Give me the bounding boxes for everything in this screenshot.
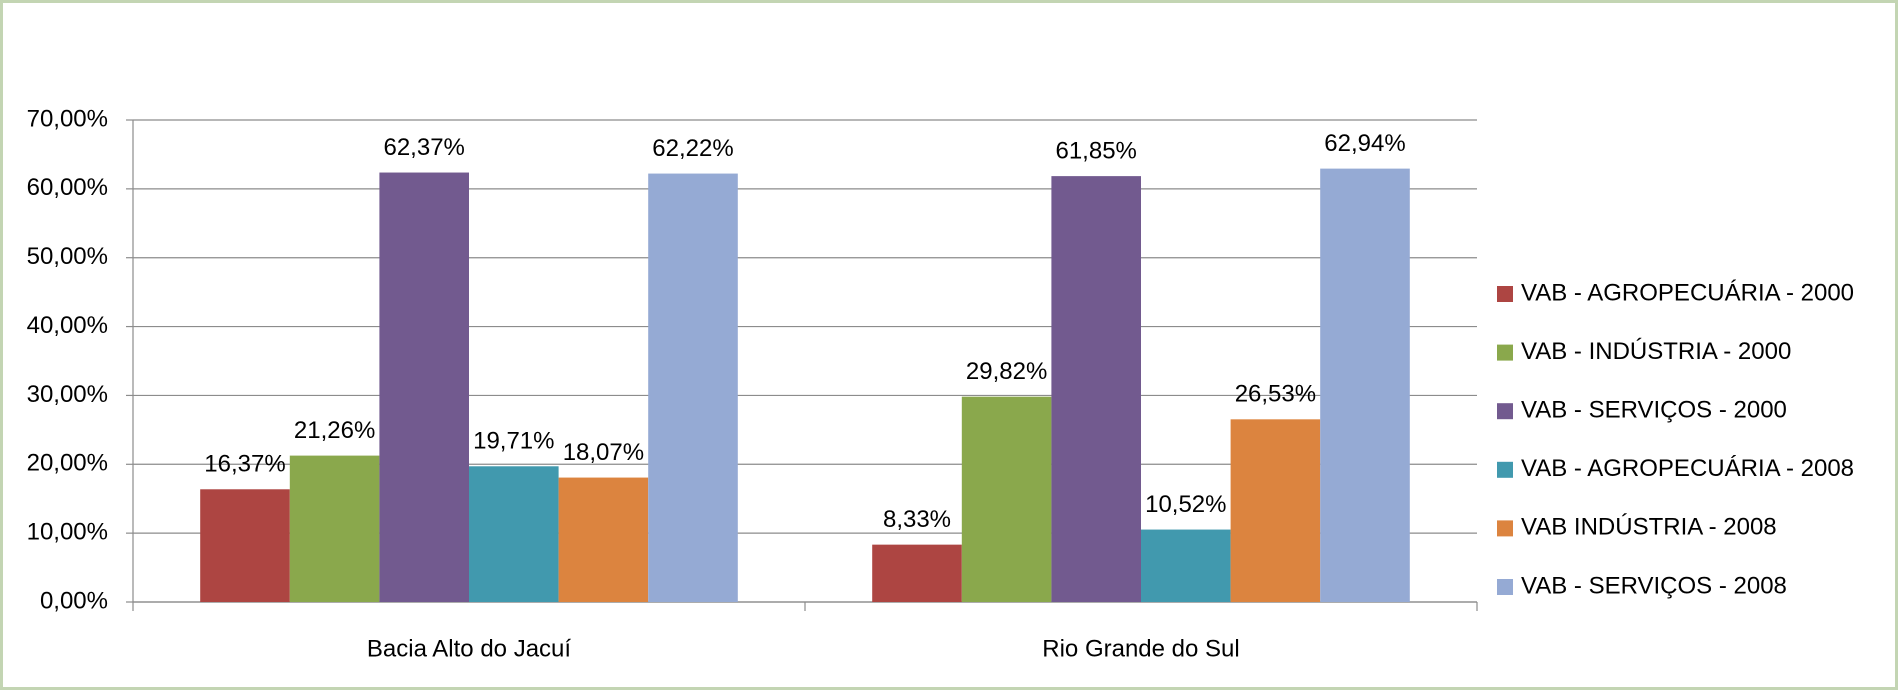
legend-label: VAB - INDÚSTRIA - 2000 [1521, 338, 1791, 365]
legend-label: VAB - SERVIÇOS - 2000 [1521, 397, 1787, 424]
data-label: 16,37% [204, 451, 285, 478]
legend-swatch [1497, 461, 1513, 478]
y-tick-label: 40,00% [27, 312, 108, 339]
y-tick-label: 20,00% [27, 450, 108, 477]
data-label: 18,07% [563, 439, 644, 466]
y-tick-label: 60,00% [27, 174, 108, 201]
data-label: 8,33% [883, 506, 951, 533]
legend-swatch [1497, 286, 1513, 302]
y-tick-label: 0,00% [40, 587, 108, 614]
legend-label: VAB INDÚSTRIA - 2008 [1521, 514, 1777, 541]
bar [1320, 168, 1410, 602]
data-label: 21,26% [294, 417, 375, 444]
data-label: 61,85% [1055, 137, 1136, 164]
data-label: 29,82% [966, 358, 1047, 385]
bar [289, 455, 380, 602]
legend-swatch [1497, 344, 1513, 361]
data-label: 26,53% [1235, 381, 1316, 408]
bar [648, 173, 738, 602]
bar [872, 544, 962, 602]
bar [379, 172, 469, 602]
legend-label: VAB - AGROPECUÁRIA - 2000 [1521, 279, 1854, 306]
legend-label: VAB - AGROPECUÁRIA - 2008 [1521, 455, 1854, 482]
data-label: 19,71% [473, 428, 554, 455]
legend-label: VAB - SERVIÇOS - 2008 [1521, 572, 1787, 599]
y-tick-label: 10,00% [27, 518, 108, 545]
bar [469, 466, 559, 602]
bar [961, 396, 1052, 602]
legend-swatch [1497, 520, 1513, 537]
x-tick-label: Rio Grande do Sul [1042, 635, 1239, 662]
y-tick-label: 50,00% [27, 243, 108, 270]
data-label: 62,22% [652, 135, 733, 162]
data-label: 62,94% [1324, 130, 1405, 157]
x-tick-label: Bacia Alto do Jacuí [367, 635, 571, 662]
legend-swatch [1497, 579, 1513, 595]
bar [1230, 419, 1321, 602]
y-tick-label: 70,00% [27, 105, 108, 132]
bar [1141, 529, 1231, 602]
data-label: 10,52% [1145, 491, 1226, 518]
bar [558, 477, 649, 602]
data-label: 62,37% [383, 134, 464, 161]
bar [1051, 176, 1141, 602]
bar [200, 489, 290, 602]
legend-swatch [1497, 403, 1513, 420]
y-tick-label: 30,00% [27, 381, 108, 408]
